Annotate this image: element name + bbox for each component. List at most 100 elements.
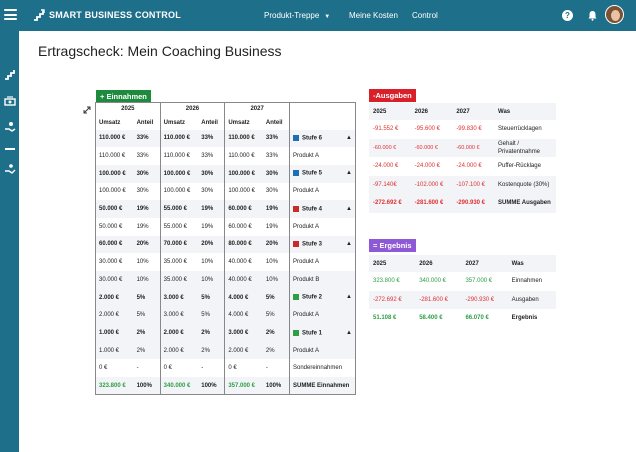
ergebnis-body: 323.800 € 340.000 € 357.000 € Einnahmen -272… [369,272,556,328]
value-cell: -272.692 € [369,194,411,213]
nav-control[interactable]: Control [412,11,438,20]
anteil-cell: 10% [262,271,290,289]
value-cell: -102.000 € [410,175,453,194]
ergebnis-badge: = Ergebnis [369,239,416,252]
umsatz-cell: 40.000 € [224,253,263,271]
sidebar [0,31,19,452]
year-header: 2027 [224,102,290,116]
anteil-cell: 19% [136,223,149,230]
value-cell: -97.140€ [369,175,411,194]
sort-up-icon[interactable]: ▲ [346,329,352,336]
anteil-cell: - [265,365,268,372]
sort-up-icon[interactable]: ▲ [346,135,352,142]
sidebar-hand-icon[interactable] [4,162,16,174]
anteil-cell: 33% [136,153,149,160]
table-row: 30.000 €10% 35.000 €10% 40.000 €10% Produkt… [96,253,356,271]
table-row: 323.800 € 340.000 € 357.000 € Einnahmen [369,272,556,291]
table-row: -60.000 € -60.000 € -60.000 € Gehalt / Priv… [369,138,556,157]
sort-up-icon[interactable]: ▲ [346,170,352,177]
was-cell: SUMME Ausgaben [494,194,556,213]
was-cell: Gehalt / Privatentnahme [494,138,556,157]
umsatz-cell: 340.000 € [159,377,199,395]
table-row: 2.000 €5% 3.000 €5% 4.000 €5% Produkt A [95,306,356,325]
sort-up-icon[interactable]: ▲ [346,294,352,301]
row-label-text: Produkt A [293,312,320,319]
year-header: 2025 [121,106,135,113]
brand-name: SMART BUSINESS CONTROL [49,10,181,20]
table-row: 1.000 €2% 2.000 €2% 2.000 €2% Produkt A [95,341,356,360]
sidebar-hand-coin-icon[interactable] [4,121,16,133]
umsatz-cell: 35.000 € [159,271,199,289]
sidebar-money-icon[interactable] [4,95,16,107]
row-label-text: Stufe 3 [302,241,323,248]
col-label [289,115,356,130]
col-2026: 2026 [415,255,462,272]
umsatz-cell: 100.000 € [224,164,263,183]
expand-icon[interactable] [83,106,91,114]
table-row: -272.692 € -281.600 € -290.930 € SUMME Ausg… [369,194,556,213]
table-row: -91.552 € -95.600 € -99.830 € Steuerrücklag… [369,120,556,139]
anteil-cell: 33% [133,129,161,148]
col-anteil: Anteil [265,119,283,126]
help-icon[interactable]: ? [562,10,573,21]
umsatz-cell: 3.000 € [224,324,263,342]
row-label: Stufe 1 ▲ [289,324,356,342]
nav-label: Produkt-Treppe [264,11,320,20]
row-label-text: Produkt A [293,188,320,195]
umsatz-cell: 55.000 € [159,217,199,236]
nav-produkt-treppe[interactable]: Produkt-Treppe ▼ [264,11,330,20]
value-cell: -24.000 € [456,163,482,170]
stufe-color-swatch [293,241,299,248]
avatar[interactable] [605,5,624,24]
was-cell: Ergebnis [511,315,538,322]
menu-icon[interactable] [4,9,17,20]
was-cell: Kostenquote (30%) [494,175,556,194]
anteil-cell: 2% [198,324,225,342]
anteil-cell: 2% [133,341,161,360]
value-cell: -24.000 € [373,163,399,170]
bell-icon[interactable] [587,10,598,21]
anteil-cell: 100% [262,377,290,395]
umsatz-cell: 1.000 € [95,341,134,360]
anteil-cell: 20% [198,235,225,254]
row-label-text: Produkt A [293,153,320,160]
brand[interactable]: SMART BUSINESS CONTROL [33,9,181,21]
value-cell: -281.600 € [415,290,462,309]
anteil-cell: 30% [136,188,149,195]
umsatz-cell: 35.000 € [159,253,199,271]
value-cell: -60.000 € [369,138,411,157]
anteil-cell: 19% [262,200,290,218]
value-cell: -60.000 € [410,138,453,157]
ausgaben-table: 2025 2026 2027 Was -91.552 € -95.600 € -99… [369,103,556,213]
umsatz-cell: 1.000 € [95,324,134,342]
umsatz-cell: 357.000 € [224,377,263,395]
row-label: Produkt A [289,147,356,165]
value-cell: 58.400 € [419,315,443,322]
row-label-text: Produkt A [293,259,320,266]
anteil-cell: 2% [133,324,161,342]
stufe-color-swatch [293,205,299,212]
anteil-cell: 2% [262,324,290,342]
sort-up-icon[interactable]: ▲ [346,241,352,248]
row-label-text: Produkt B [293,276,320,283]
nav-meine-kosten[interactable]: Meine Kosten [349,11,398,20]
sort-up-icon[interactable]: ▲ [346,205,352,212]
umsatz-cell: 3.000 € [159,306,199,325]
was-cell: Steuerrücklagen [498,126,542,133]
umsatz-cell: 2.000 € [159,324,199,342]
col-was: Was [507,255,556,272]
col-2027: 2027 [461,255,508,272]
anteil-cell: 19% [201,223,214,230]
umsatz-cell: 110.000 € [95,129,134,148]
table-row: 50.000 €19% 55.000 €19% 60.000 €19% Stufe 4… [95,200,356,218]
value-cell: -290.930 € [452,194,494,213]
col-was: Was [494,103,556,120]
einnahmen-table: 2025 2026 2027 Umsatz Anteil Umsatz Ante… [95,102,356,396]
anteil-cell: - [201,365,204,372]
row-label: Produkt A [289,217,356,236]
value-cell: 66.070 € [465,315,489,322]
umsatz-cell: 55.000 € [159,200,199,218]
sidebar-stairs-icon[interactable] [4,68,16,80]
anteil-cell: - [136,365,139,372]
table-row: 110.000 €33% 110.000 €33% 110.000 €33% Stuf… [95,129,356,148]
